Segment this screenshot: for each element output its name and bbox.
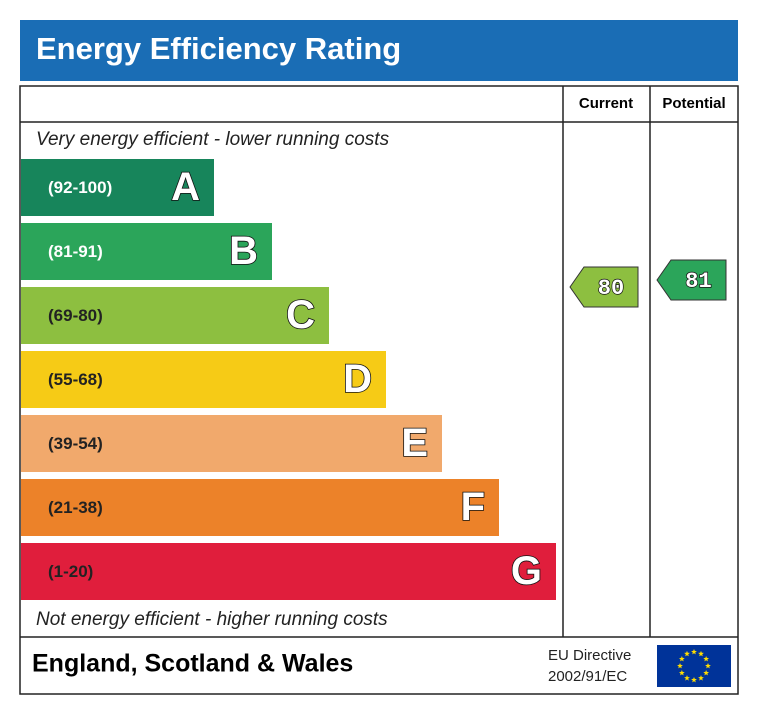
column-header: Current — [579, 95, 633, 112]
band-range: (55-68) — [48, 370, 103, 389]
band-letter: E — [401, 421, 428, 465]
band-range: (39-54) — [48, 434, 103, 453]
band-letter: B — [229, 229, 258, 273]
rating-value: 81 — [685, 269, 711, 294]
band — [21, 223, 272, 280]
eu-stars — [677, 649, 711, 683]
band-range: (92-100) — [48, 178, 112, 197]
band-range: (69-80) — [48, 306, 103, 325]
top-note: Very energy efficient - lower running co… — [36, 129, 390, 150]
band-range: (21-38) — [48, 498, 103, 517]
rating-arrow — [569, 266, 639, 308]
star — [684, 650, 690, 657]
band — [21, 351, 386, 408]
column-header: Potential — [662, 95, 725, 112]
band — [21, 479, 499, 536]
band-range: (1-20) — [48, 562, 93, 581]
star — [684, 675, 690, 681]
band-letter: D — [343, 357, 372, 401]
title-bar — [20, 20, 738, 81]
band-letter: G — [511, 549, 542, 593]
band — [21, 543, 556, 600]
star — [705, 663, 711, 669]
band-letter: C — [286, 293, 315, 337]
title: Energy Efficiency Rating — [36, 31, 401, 66]
band-letter: A — [171, 165, 200, 209]
region: England, Scotland & Wales — [32, 650, 353, 678]
star — [691, 677, 697, 683]
directive: EU Directive — [548, 647, 631, 664]
star — [677, 663, 683, 669]
star — [691, 649, 697, 655]
band — [21, 287, 329, 344]
band — [21, 159, 214, 216]
star — [679, 656, 685, 662]
star — [703, 656, 709, 662]
star — [703, 670, 709, 676]
rating-arrow — [656, 259, 727, 301]
bottom-note: Not energy efficient - higher running co… — [36, 609, 388, 630]
band — [21, 415, 442, 472]
star — [698, 675, 704, 681]
frame — [19, 85, 739, 695]
directive: 2002/91/EC — [548, 668, 627, 685]
star — [679, 670, 685, 676]
band-letter: F — [461, 485, 485, 529]
star — [698, 650, 704, 657]
band-range: (81-91) — [48, 242, 103, 261]
rating-value: 80 — [598, 276, 624, 301]
